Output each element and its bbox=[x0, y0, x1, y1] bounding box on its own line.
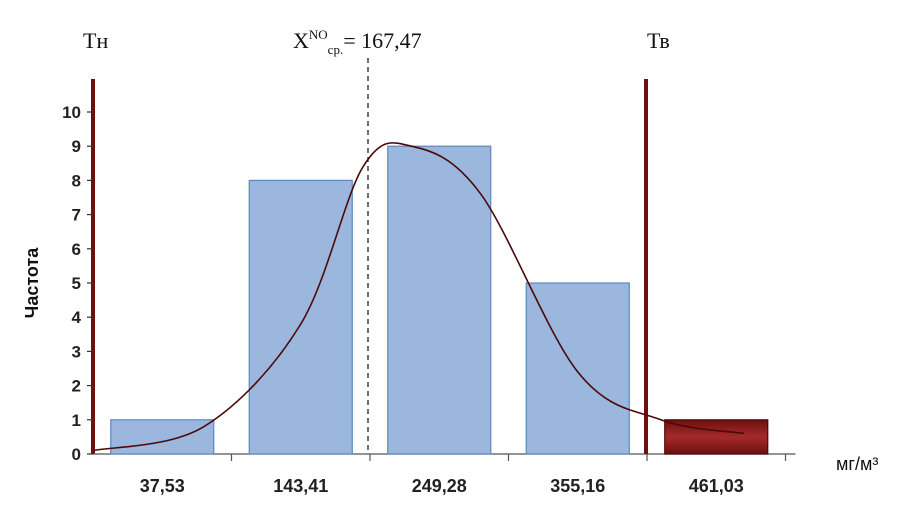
y-tick-label: 1 bbox=[72, 411, 81, 430]
x-category-label: 461,03 bbox=[689, 476, 744, 496]
y-tick-label: 3 bbox=[72, 342, 81, 361]
y-tick-label: 7 bbox=[72, 206, 81, 225]
bar bbox=[110, 419, 215, 455]
y-tick-label: 0 bbox=[72, 445, 81, 464]
bar-layer bbox=[110, 145, 769, 455]
y-axis-label: Частота bbox=[22, 247, 42, 319]
mean-label-sup: NO bbox=[309, 27, 328, 42]
x-category-label: 355,16 bbox=[550, 476, 605, 496]
curve-layer bbox=[92, 142, 745, 452]
upper-limit-label: Тв bbox=[647, 28, 670, 53]
limit-layer bbox=[367, 58, 648, 454]
distribution-curve bbox=[92, 142, 745, 452]
y-tick-label: 5 bbox=[72, 274, 81, 293]
y-tick-label: 6 bbox=[72, 240, 81, 259]
x-category-label: 249,28 bbox=[412, 476, 467, 496]
x-category-label: 143,41 bbox=[273, 476, 328, 496]
y-tick-label: 2 bbox=[72, 377, 81, 396]
x-category-label: 37,53 bbox=[140, 476, 185, 496]
lower-limit-label: Тн bbox=[83, 28, 108, 53]
y-tick-label: 8 bbox=[72, 171, 81, 190]
bar bbox=[387, 145, 492, 455]
mean-label-prefix: X bbox=[293, 28, 309, 53]
y-tick-label: 9 bbox=[72, 137, 81, 156]
bar bbox=[248, 179, 353, 455]
y-tick-label: 10 bbox=[62, 103, 81, 122]
mean-label-value: = 167,47 bbox=[343, 28, 421, 53]
mean-label-sub: ср. bbox=[328, 42, 344, 57]
mean-label: XNOср.= 167,47 bbox=[293, 27, 422, 57]
bar bbox=[525, 282, 630, 455]
y-tick-label: 4 bbox=[72, 308, 82, 327]
tick-layer: 0 1 2 3 4 5 6 7 8 9 10 37,53 143,41 249,28 355,16 461,0… bbox=[62, 103, 787, 496]
x-axis-unit: мг/м³ bbox=[836, 454, 878, 474]
